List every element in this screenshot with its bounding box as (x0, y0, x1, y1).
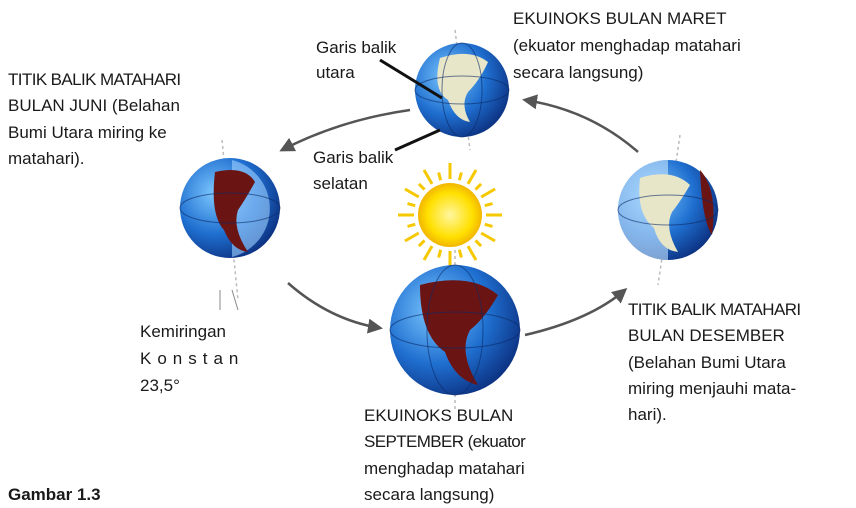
sun-ray (439, 172, 441, 180)
label-line: BULAN DESEMBER (628, 326, 785, 345)
label-line: utara (316, 63, 355, 82)
label-line: Konstan (140, 349, 244, 368)
label-line: matahari). (8, 149, 85, 168)
label-line: (Belahan Bumi Utara (628, 353, 786, 372)
globe-june (180, 140, 280, 310)
sun-ray (405, 233, 419, 241)
diagram: EKUINOKS BULAN MARET (ekuator menghadap … (0, 0, 856, 508)
globe-september (390, 250, 520, 410)
sun-ray (485, 204, 493, 206)
label-line: BULAN JUNI (Belahan (8, 96, 180, 115)
sun-ray (485, 224, 493, 226)
pointer (395, 130, 440, 150)
label-line: secara langsung) (364, 485, 494, 504)
sun-ray (468, 246, 476, 260)
sun-ray (419, 240, 425, 246)
label-line: EKUINOKS BULAN (364, 406, 513, 425)
label-line: TITIK BALIK MATAHARI (8, 70, 181, 89)
label-line: secara langsung) (513, 63, 643, 82)
label-june: TITIK BALIK MATAHARI BULAN JUNI (Belahan… (8, 70, 181, 168)
label-december: TITIK BALIK MATAHARI BULAN DESEMBER (Bel… (628, 300, 801, 424)
label-tropic-south: Garis balik selatan (313, 148, 394, 193)
sun-ray (439, 250, 441, 258)
sun-ray (459, 250, 461, 258)
sun-ray (407, 224, 415, 226)
sun-ray (407, 204, 415, 206)
label-line: selatan (313, 174, 368, 193)
sun (398, 163, 502, 267)
label-line: (ekuator menghadap matahari (513, 36, 741, 55)
sun-ray (475, 240, 481, 246)
orbit-arrow (525, 290, 625, 335)
label-line: Garis balik (316, 38, 397, 57)
label-line: menghadap matahari (364, 459, 525, 478)
label-line: Bumi Utara miring ke (8, 123, 167, 142)
orbit-arrow (288, 283, 380, 328)
label-line: hari). (628, 405, 667, 424)
label-line: Kemiringan (140, 322, 226, 341)
label-march: EKUINOKS BULAN MARET (ekuator menghadap … (513, 9, 741, 82)
orbit-arrow (282, 110, 410, 150)
sun-ray (405, 189, 419, 197)
label-september: EKUINOKS BULAN SEPTEMBER (ekuator mengha… (364, 406, 526, 504)
label-line: miring menjauhi mata- (628, 379, 796, 398)
label-line: TITIK BALIK MATAHARI (628, 300, 801, 319)
sun-ray (481, 189, 495, 197)
label-line: EKUINOKS BULAN MARET (513, 9, 727, 28)
label-line: SEPTEMBER (ekuator (364, 432, 526, 451)
label-tropic-north: Garis balik utara (316, 38, 397, 82)
label-line: 23,5° (140, 376, 180, 395)
sun-ray (475, 184, 481, 190)
page: EKUINOKS BULAN MARET (ekuator menghadap … (0, 0, 856, 508)
label-line: Garis balik (313, 148, 394, 167)
sun-ray (424, 170, 432, 184)
sun-ray (459, 172, 461, 180)
sun-ray (424, 246, 432, 260)
orbit-arrow (525, 100, 638, 152)
globe-december (618, 135, 718, 285)
sun-disc (418, 183, 482, 247)
sun-ray (468, 170, 476, 184)
caption: Gambar 1.3 (8, 485, 101, 504)
tilt-mark (232, 290, 238, 310)
sun-ray (481, 233, 495, 241)
sun-ray (419, 184, 425, 190)
label-tilt: Kemiringan Konstan 23,5° (140, 322, 244, 395)
